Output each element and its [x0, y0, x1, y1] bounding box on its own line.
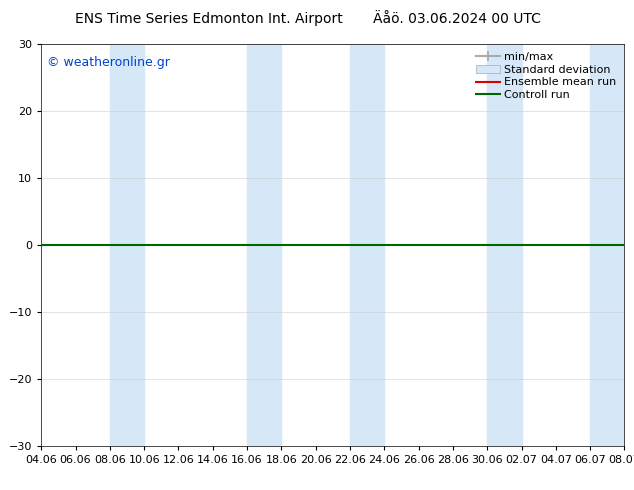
- Text: © weatheronline.gr: © weatheronline.gr: [47, 56, 170, 69]
- Legend: min/max, Standard deviation, Ensemble mean run, Controll run: min/max, Standard deviation, Ensemble me…: [474, 49, 619, 102]
- Bar: [110, 44, 144, 446]
- Bar: [247, 44, 281, 446]
- Bar: [488, 44, 522, 446]
- Bar: [590, 44, 624, 446]
- Text: ENS Time Series Edmonton Int. Airport: ENS Time Series Edmonton Int. Airport: [75, 12, 343, 26]
- Bar: [350, 44, 384, 446]
- Text: Äåö. 03.06.2024 00 UTC: Äåö. 03.06.2024 00 UTC: [373, 12, 540, 26]
